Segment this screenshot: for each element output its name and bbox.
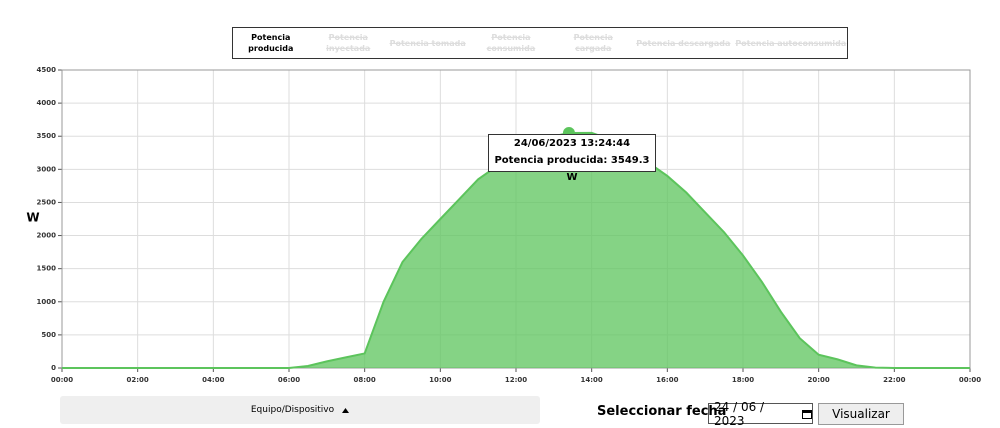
tooltip-title: 24/06/2023 13:24:44 — [513, 138, 631, 149]
y-tick-label: 1500 — [37, 265, 57, 273]
y-tick-label: 0 — [51, 364, 56, 372]
x-tick-label: 04:00 — [202, 376, 224, 384]
x-tick-label: 18:00 — [732, 376, 754, 384]
y-tick-label: 3500 — [37, 132, 57, 140]
device-selector[interactable]: Equipo/Dispositivo — [60, 396, 540, 424]
x-tick-label: 14:00 — [581, 376, 603, 384]
x-tick-label: 08:00 — [354, 376, 376, 384]
y-tick-label: 4500 — [37, 66, 57, 74]
x-tick-label: 20:00 — [808, 376, 830, 384]
x-tick-label: 06:00 — [278, 376, 300, 384]
x-tick-label: 00:00 — [959, 376, 981, 384]
legend-item[interactable]: Potencia consumida — [486, 33, 536, 53]
legend-item[interactable]: Potencia descargada — [636, 38, 731, 48]
y-tick-label: 3000 — [37, 165, 57, 173]
y-axis-label: W — [26, 211, 39, 225]
x-tick-label: 10:00 — [429, 376, 451, 384]
x-tick-label: 12:00 — [505, 376, 527, 384]
date-value: 24 / 06 / 2023 — [714, 399, 765, 428]
x-tick-label: 02:00 — [127, 376, 149, 384]
x-tick-label: 00:00 — [51, 376, 73, 384]
y-tick-label: 500 — [41, 331, 56, 339]
x-tick-label: 22:00 — [883, 376, 905, 384]
legend-item[interactable]: Potencia autoconsumida — [735, 38, 847, 48]
device-label: Equipo/Dispositivo — [250, 405, 335, 415]
legend-item[interactable]: Potencia tomada — [389, 38, 466, 48]
legend-item[interactable]: Potencia inyectada — [326, 33, 371, 53]
date-input[interactable]: 24 / 06 / 2023 — [708, 400, 813, 428]
tooltip-text: Potencia producida: 3549.3 W — [494, 155, 650, 183]
submit-button[interactable]: Visualizar — [818, 403, 904, 425]
tooltip: 24/06/2023 13:24:44 Potencia producida: … — [488, 134, 656, 183]
calendar-icon — [802, 409, 812, 419]
y-tick-label: 2000 — [37, 232, 57, 240]
legend-item[interactable]: Potencia producida — [248, 33, 294, 53]
area — [62, 132, 970, 368]
legend-item[interactable]: Potencia cargada — [573, 33, 613, 53]
x-tick-label: 16:00 — [656, 376, 678, 384]
y-tick-label: 2500 — [37, 198, 57, 206]
y-tick-label: 4000 — [37, 99, 57, 107]
date-label: Seleccionar fecha — [597, 404, 727, 419]
chart: W 0 500 1000 1500 2000 2500 3000 3500 4000 4500 00… — [26, 66, 981, 384]
y-tick-label: 1000 — [37, 298, 57, 306]
caret-icon — [342, 407, 350, 413]
legend: Potencia producida Potencia inyectada Pote… — [232, 27, 848, 59]
